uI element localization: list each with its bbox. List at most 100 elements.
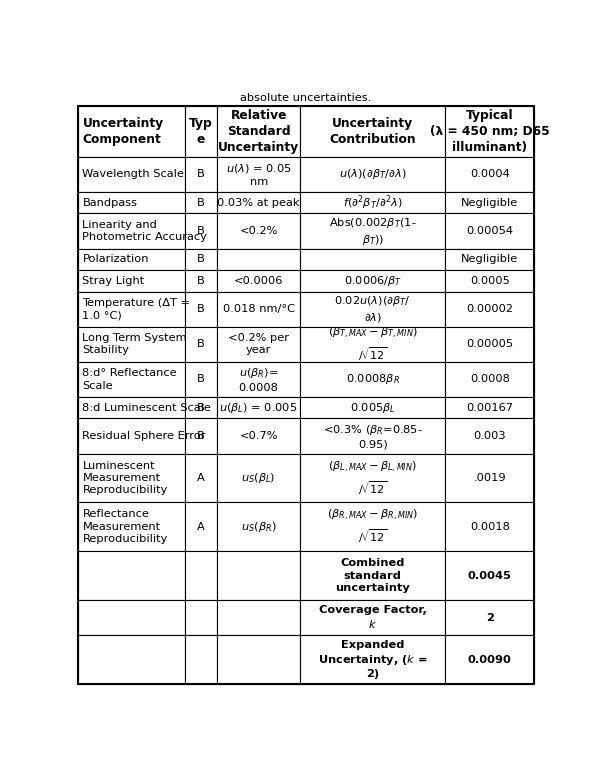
Text: B: B	[197, 431, 205, 441]
Bar	[78, 503, 184, 551]
Text: 0.0045: 0.0045	[468, 571, 512, 581]
Text: $(\beta_{L,MAX}-\beta_{L,MIN})$
$/\sqrt{12}$: $(\beta_{L,MAX}-\beta_{L,MIN})$ $/\sqrt{…	[328, 459, 417, 496]
Bar	[184, 157, 217, 192]
Bar	[300, 635, 445, 684]
Bar	[184, 600, 217, 635]
Bar	[300, 270, 445, 292]
Text: Linearity and
Photometric Accuracy: Linearity and Photometric Accuracy	[82, 220, 207, 242]
Text: Typical
(λ = 450 nm; D65
illuminant): Typical (λ = 450 nm; D65 illuminant)	[430, 109, 550, 154]
Text: B: B	[197, 403, 205, 413]
Bar	[300, 551, 445, 600]
Bar	[78, 192, 184, 214]
Text: Long Term System
Stability: Long Term System Stability	[82, 333, 187, 355]
Bar	[184, 397, 217, 418]
Text: 0.0005: 0.0005	[470, 276, 510, 286]
Bar	[445, 635, 534, 684]
Text: Combined
standard
uncertainty: Combined standard uncertainty	[336, 558, 410, 593]
Text: $(\beta_{R,MAX}-\beta_{R,MIN})$
$/\sqrt{12}$: $(\beta_{R,MAX}-\beta_{R,MIN})$ $/\sqrt{…	[327, 508, 418, 546]
Text: 0.02$u(\lambda)(\partial\beta_T/$
$\partial\lambda)$: 0.02$u(\lambda)(\partial\beta_T/$ $\part…	[334, 294, 411, 324]
Bar	[184, 635, 217, 684]
Bar	[184, 214, 217, 249]
Bar	[445, 292, 534, 327]
Text: 0.0008: 0.0008	[470, 374, 510, 384]
Bar	[217, 107, 300, 157]
Bar	[78, 157, 184, 192]
Bar	[78, 397, 184, 418]
Bar	[445, 192, 534, 214]
Bar	[217, 600, 300, 635]
Text: Reflectance
Measurement
Reproducibility: Reflectance Measurement Reproducibility	[82, 510, 168, 544]
Bar	[217, 249, 300, 270]
Text: Negligible: Negligible	[461, 254, 518, 264]
Bar	[78, 327, 184, 362]
Bar	[217, 270, 300, 292]
Text: <0.0006: <0.0006	[234, 276, 284, 286]
Bar	[300, 107, 445, 157]
Bar	[300, 362, 445, 397]
Bar	[217, 397, 300, 418]
Bar	[184, 249, 217, 270]
Bar	[445, 454, 534, 503]
Bar	[217, 192, 300, 214]
Bar	[78, 249, 184, 270]
Bar	[217, 327, 300, 362]
Bar	[184, 107, 217, 157]
Bar	[78, 270, 184, 292]
Text: 0.00167: 0.00167	[466, 403, 513, 413]
Bar	[445, 270, 534, 292]
Text: 0.003: 0.003	[473, 431, 506, 441]
Bar	[78, 600, 184, 635]
Text: Negligible: Negligible	[461, 198, 518, 208]
Text: B: B	[197, 254, 205, 264]
Text: Typ
e: Typ e	[189, 117, 213, 146]
Text: 2: 2	[486, 613, 494, 623]
Bar	[300, 292, 445, 327]
Text: $(\beta_{T,MAX}-\beta_{T,MIN})$
$/\sqrt{12}$: $(\beta_{T,MAX}-\beta_{T,MIN})$ $/\sqrt{…	[328, 326, 418, 363]
Bar	[217, 635, 300, 684]
Bar	[445, 551, 534, 600]
Bar	[445, 107, 534, 157]
Text: $f(\partial^2\beta_T/\partial^2\lambda)$: $f(\partial^2\beta_T/\partial^2\lambda)$	[343, 194, 402, 212]
Text: Residual Sphere Error: Residual Sphere Error	[82, 431, 206, 441]
Bar	[445, 362, 534, 397]
Text: 8:d° Reflectance
Scale: 8:d° Reflectance Scale	[82, 368, 177, 391]
Bar	[300, 214, 445, 249]
Bar	[184, 270, 217, 292]
Bar	[78, 107, 184, 157]
Text: Coverage Factor,
$k$: Coverage Factor, $k$	[319, 605, 427, 630]
Bar	[217, 551, 300, 600]
Bar	[217, 454, 300, 503]
Bar	[78, 292, 184, 327]
Bar	[78, 454, 184, 503]
Text: B: B	[197, 304, 205, 314]
Text: absolute uncertainties.: absolute uncertainties.	[241, 93, 371, 103]
Text: 0.0006/$\beta_T$: 0.0006/$\beta_T$	[344, 274, 402, 288]
Bar	[445, 503, 534, 551]
Text: <0.3% ($\beta_R$=0.85-
0.95): <0.3% ($\beta_R$=0.85- 0.95)	[323, 423, 423, 449]
Text: Wavelength Scale: Wavelength Scale	[82, 169, 184, 179]
Text: Expanded
Uncertainty, ($k$ =
2): Expanded Uncertainty, ($k$ = 2)	[318, 640, 427, 679]
Text: 8:d Luminescent Scale: 8:d Luminescent Scale	[82, 403, 211, 413]
Text: <0.2%: <0.2%	[239, 226, 278, 236]
Text: $u(\lambda)(\partial\beta_T/\partial\lambda)$: $u(\lambda)(\partial\beta_T/\partial\lam…	[339, 168, 407, 181]
Bar	[300, 192, 445, 214]
Bar	[78, 418, 184, 454]
Text: B: B	[197, 169, 205, 179]
Bar	[445, 418, 534, 454]
Bar	[445, 600, 534, 635]
Text: <0.2% per
year: <0.2% per year	[228, 333, 289, 355]
Text: B: B	[197, 226, 205, 236]
Bar	[78, 214, 184, 249]
Text: .0019: .0019	[473, 473, 506, 483]
Bar	[445, 327, 534, 362]
Text: $u(\beta_L)$ = 0.005: $u(\beta_L)$ = 0.005	[220, 401, 298, 415]
Text: 0.0008$\beta_R$: 0.0008$\beta_R$	[346, 372, 400, 387]
Text: $u(\beta_R)$=
0.0008: $u(\beta_R)$= 0.0008	[239, 366, 279, 393]
Bar	[78, 362, 184, 397]
Bar	[300, 503, 445, 551]
Bar	[78, 551, 184, 600]
Text: Relative
Standard
Uncertainty: Relative Standard Uncertainty	[218, 109, 299, 154]
Text: 0.018 nm/°C: 0.018 nm/°C	[223, 304, 295, 314]
Bar	[184, 192, 217, 214]
Bar	[217, 292, 300, 327]
